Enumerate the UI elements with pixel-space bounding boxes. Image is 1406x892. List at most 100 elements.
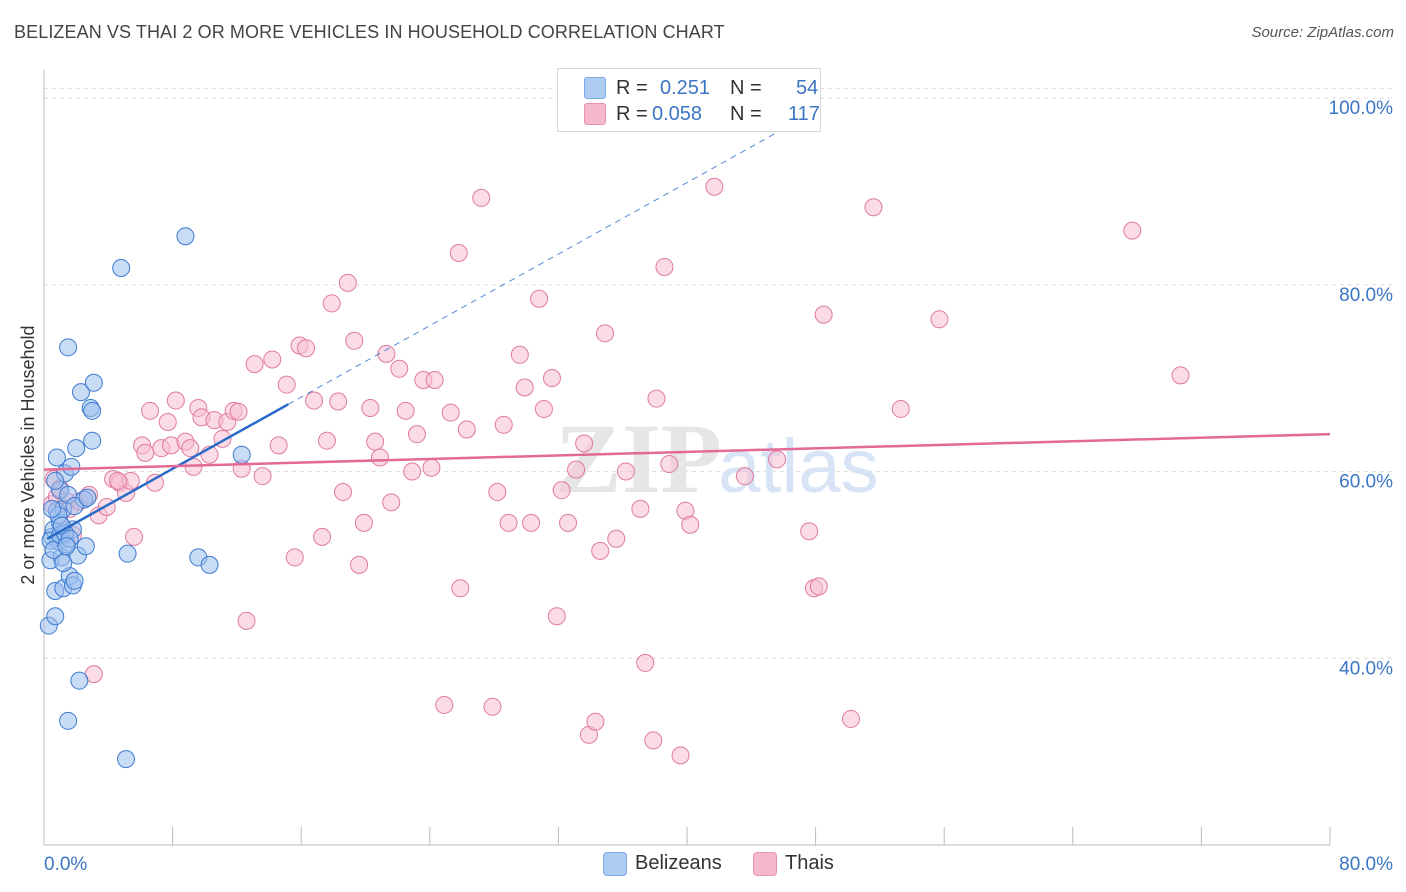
thais-point	[377, 344, 396, 363]
tick-labels: 40.0% 60.0% 80.0% 100.0% 0.0% 80.0%	[44, 98, 1393, 875]
thais-point	[285, 548, 304, 567]
thais-point	[671, 746, 690, 765]
thais-point	[547, 607, 566, 626]
thais-point	[108, 471, 127, 490]
y-tick-label: 80.0%	[1339, 285, 1393, 306]
thais-point	[542, 369, 561, 388]
x-tick-label-min: 0.0%	[44, 854, 87, 875]
thais-point	[644, 731, 663, 750]
thais-point	[768, 450, 787, 469]
belizeans-trend-extension	[288, 110, 816, 405]
watermark-zip: ZIP	[555, 403, 722, 514]
legend-n-label: N =	[730, 103, 762, 125]
thais-point	[338, 273, 357, 292]
trend-lines	[43, 110, 1331, 540]
thais-point	[396, 401, 415, 420]
thais-point	[488, 483, 507, 502]
belizeans-trend-line	[46, 403, 289, 540]
thais-point	[472, 188, 491, 207]
thais-point	[435, 695, 454, 714]
thais-point	[567, 460, 586, 479]
bottom-legend-label-belizeans: Belizeans	[635, 852, 722, 874]
thais-point	[655, 258, 674, 277]
belizeans-point	[46, 471, 65, 490]
thais-point	[483, 697, 502, 716]
bottom-legend-swatch-belizeans	[603, 852, 627, 876]
thais-point	[390, 359, 409, 378]
thais-point	[125, 527, 144, 546]
thais-point	[575, 434, 594, 453]
thais-point	[522, 513, 541, 532]
thais-point	[403, 462, 422, 481]
thais-point	[451, 579, 470, 598]
thais-point	[422, 458, 441, 477]
belizeans-point	[112, 258, 131, 277]
thais-point	[317, 431, 336, 450]
thais-point	[329, 392, 348, 411]
thais-point	[382, 493, 401, 512]
thais-point	[158, 413, 177, 432]
belizeans-point	[46, 607, 65, 626]
thais-point	[841, 709, 860, 728]
y-tick-label: 40.0%	[1339, 658, 1393, 679]
thais-point	[596, 324, 615, 343]
belizeans-point	[83, 431, 102, 450]
legend-r-value: 0.251	[660, 77, 711, 99]
belizeans-point	[65, 497, 84, 516]
chart-title: BELIZEAN VS THAI 2 OR MORE VEHICLES IN H…	[14, 22, 725, 42]
belizeans-point	[176, 227, 195, 246]
thais-point	[354, 513, 373, 532]
y-tick-label: 100.0%	[1329, 98, 1394, 119]
legend-n-value: 117	[788, 103, 820, 125]
thais-point	[229, 402, 248, 421]
thais-point	[607, 529, 626, 548]
thais-point	[366, 432, 385, 451]
thais-point	[681, 515, 700, 534]
thais-point	[141, 401, 160, 420]
belizeans-point	[200, 555, 219, 574]
belizeans-point	[43, 499, 62, 518]
thais-point	[425, 371, 444, 389]
thais-point	[636, 653, 655, 672]
bottom-legend-label-thais: Thais	[785, 852, 834, 874]
belizeans-point	[84, 373, 103, 392]
thais-point	[552, 481, 571, 500]
thais-point	[263, 350, 282, 369]
thais-point	[237, 611, 256, 630]
thais-point	[510, 345, 529, 364]
belizeans-point	[59, 711, 78, 730]
thais-point	[800, 522, 819, 541]
legend-r-label: R =	[616, 103, 648, 125]
thais-point	[166, 391, 185, 410]
thais-point	[631, 499, 650, 518]
thais-point	[407, 425, 426, 444]
bottom-legend-swatch-thais	[753, 852, 777, 876]
legend-n-label: N =	[730, 77, 762, 99]
belizeans-point	[71, 383, 90, 402]
thais-point	[586, 712, 605, 731]
thais-point	[891, 399, 910, 418]
thais-point	[530, 289, 549, 308]
watermark-atlas: atlas	[718, 424, 879, 509]
thais-point	[136, 443, 155, 462]
belizeans-point	[54, 554, 73, 573]
thais-point	[616, 462, 635, 481]
belizeans-points	[39, 227, 251, 769]
thais-point	[253, 467, 272, 486]
thais-point	[441, 403, 460, 422]
thais-point	[297, 339, 316, 358]
belizeans-point	[62, 457, 81, 476]
thais-point	[735, 467, 754, 486]
legend-r-value: 0.058	[652, 103, 703, 125]
legend-swatch-belizeans	[584, 77, 606, 99]
gridlines	[44, 88, 1393, 659]
thais-point	[515, 378, 534, 397]
belizeans-point	[118, 544, 137, 563]
thais-point	[333, 483, 352, 502]
belizeans-point	[70, 671, 89, 690]
thais-point	[591, 541, 610, 560]
thais-point	[864, 198, 883, 217]
y-tick-label: 60.0%	[1339, 472, 1393, 493]
belizeans-point	[57, 537, 76, 556]
